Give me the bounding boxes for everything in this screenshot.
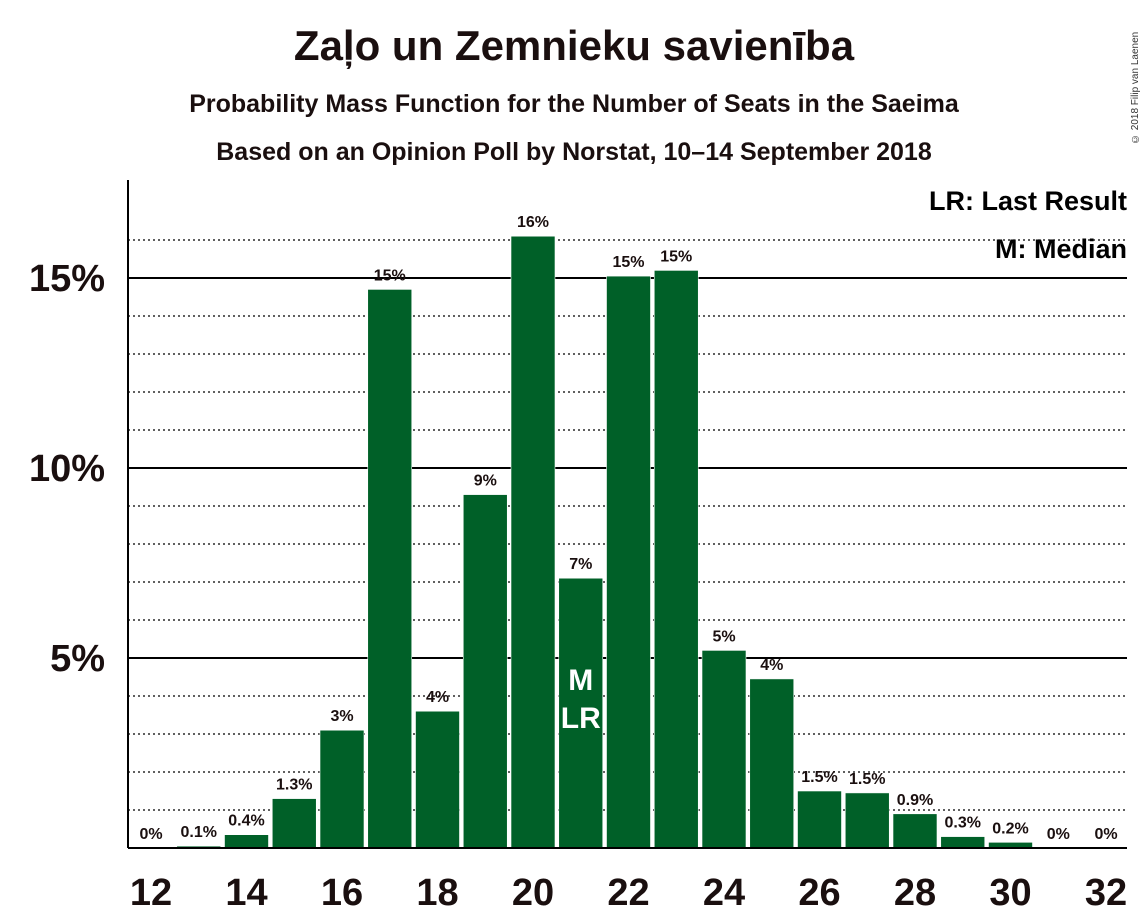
bar-label: 15% [660,248,692,265]
bar-label: 16% [517,214,549,231]
bar [367,289,413,849]
y-tick-label: 5% [50,638,105,680]
bar-label: 4% [760,657,783,674]
x-tick-label: 26 [798,872,840,914]
bar-label: 1.5% [801,769,837,786]
bar [749,678,795,849]
y-tick-label: 15% [29,258,105,300]
chart-title: Zaļo un Zemnieku savienība [293,22,855,69]
bar [940,836,986,849]
median-marker: M [568,664,593,697]
bar-label: 5% [712,628,735,645]
x-tick-label: 18 [416,872,458,914]
bar-label: 0.1% [181,824,217,841]
bar [510,235,556,849]
bar [462,494,508,849]
bar [892,813,938,849]
x-tick-label: 30 [989,872,1031,914]
chart-subtitle: Probability Mass Function for the Number… [189,90,959,118]
markers: M LR [561,664,601,735]
bar-label: 0% [139,826,162,843]
legend-median: M: Median [995,234,1127,264]
legend: LR: Last Result M: Median [929,186,1127,264]
bar [271,798,317,849]
chart-subtitle-poll: Based on an Opinion Poll by Norstat, 10–… [216,138,932,166]
x-tick-label: 20 [512,872,554,914]
x-tick-label: 28 [894,872,936,914]
axes: 5% 10% 15% 12 14 16 18 20 22 24 26 28 30 32 [29,180,1127,914]
bar [224,834,269,849]
bar-label: 15% [612,254,644,271]
bar [415,710,460,849]
bar-label: 0.2% [992,820,1028,837]
last-result-marker: LR [561,702,601,735]
bar-label: 3% [330,708,353,725]
bar-label: 0.3% [945,815,981,832]
x-tick-label: 12 [130,872,172,914]
bar-label: 0% [1047,826,1070,843]
bar [606,275,651,849]
bar [653,270,699,849]
bar-label: 9% [474,473,497,490]
bar-label: 0% [1094,826,1117,843]
bar-label: 1.5% [849,771,885,788]
bar-label: 7% [569,556,592,573]
bar-label: 1.3% [276,777,312,794]
x-tick-label: 22 [607,872,649,914]
x-tick-label: 16 [321,872,363,914]
bar [701,650,747,849]
bar-label: 0.9% [897,792,933,809]
x-tick-label: 14 [225,872,267,914]
y-tick-label: 10% [29,448,105,490]
x-tick-label: 24 [703,872,745,914]
bar [797,790,842,849]
x-tick-label: 32 [1085,872,1127,914]
bar [558,577,604,849]
bar-labels: 0% 0.1% 0.4% 1.3% 3% 15% 4% 9% 16% 7% 15% 15% 5% 4% 1.… [139,214,1117,843]
bar [319,729,365,849]
bars [176,235,1033,849]
bar-label: 0.4% [228,813,264,830]
bar-label: 15% [374,267,406,284]
bar-label: 4% [426,689,449,706]
bar [844,792,890,849]
legend-last-result: LR: Last Result [929,186,1127,216]
